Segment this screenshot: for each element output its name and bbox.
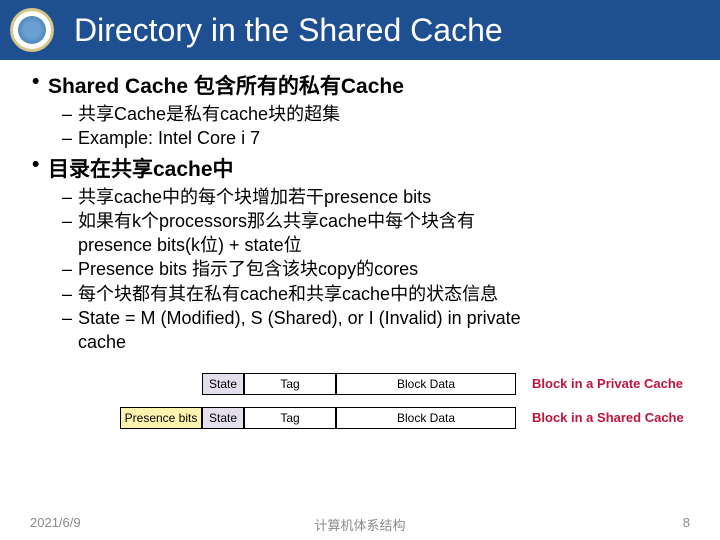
- bullet-2-sub-3: Presence bits 指示了包含该块copy的cores: [30, 257, 690, 281]
- shared-cache-row: Presence bits State Tag Block Data Block…: [120, 407, 690, 429]
- private-blockdata-cell: Block Data: [336, 373, 516, 395]
- slide-footer: 2021/6/9 计算机体系结构 8: [0, 515, 720, 530]
- slide-header: Directory in the Shared Cache: [0, 0, 720, 60]
- bullet-2-sub-2-cont: presence bits(k位) + state位: [30, 233, 690, 257]
- shared-state-cell: State: [202, 407, 244, 429]
- private-state-cell: State: [202, 373, 244, 395]
- bullet-2: 目录在共享cache中: [30, 153, 690, 183]
- cache-block-diagram: State Tag Block Data Block in a Private …: [30, 373, 690, 429]
- bullet-2-sub-4: 每个块都有其在私有cache和共享cache中的状态信息: [30, 282, 690, 306]
- shared-cache-label: Block in a Shared Cache: [532, 407, 684, 429]
- footer-page-number: 8: [683, 515, 690, 530]
- private-cache-row: State Tag Block Data Block in a Private …: [120, 373, 690, 395]
- bullet-2-sub-2: 如果有k个processors那么共享cache中每个块含有: [30, 209, 690, 233]
- bullet-2-sub-1: 共享cache中的每个块增加若干presence bits: [30, 185, 690, 209]
- private-cache-label: Block in a Private Cache: [532, 373, 683, 395]
- bullet-2-sub-5-cont: cache: [30, 330, 690, 354]
- private-tag-cell: Tag: [244, 373, 336, 395]
- shared-tag-cell: Tag: [244, 407, 336, 429]
- footer-center: 计算机体系结构: [314, 515, 405, 534]
- slide-title: Directory in the Shared Cache: [74, 12, 503, 49]
- slide-content: Shared Cache 包含所有的私有Cache 共享Cache是私有cach…: [0, 60, 720, 429]
- university-logo: [10, 8, 54, 52]
- bullet-2-sub-5: State = M (Modified), S (Shared), or I (…: [30, 306, 690, 330]
- shared-blockdata-cell: Block Data: [336, 407, 516, 429]
- bullet-1-sub-1: 共享Cache是私有cache块的超集: [30, 102, 690, 126]
- footer-date: 2021/6/9: [30, 515, 81, 530]
- bullet-1-sub-2: Example: Intel Core i 7: [30, 126, 690, 150]
- bullet-1: Shared Cache 包含所有的私有Cache: [30, 70, 690, 100]
- shared-presence-cell: Presence bits: [120, 407, 202, 429]
- logo-inner-icon: [18, 16, 46, 44]
